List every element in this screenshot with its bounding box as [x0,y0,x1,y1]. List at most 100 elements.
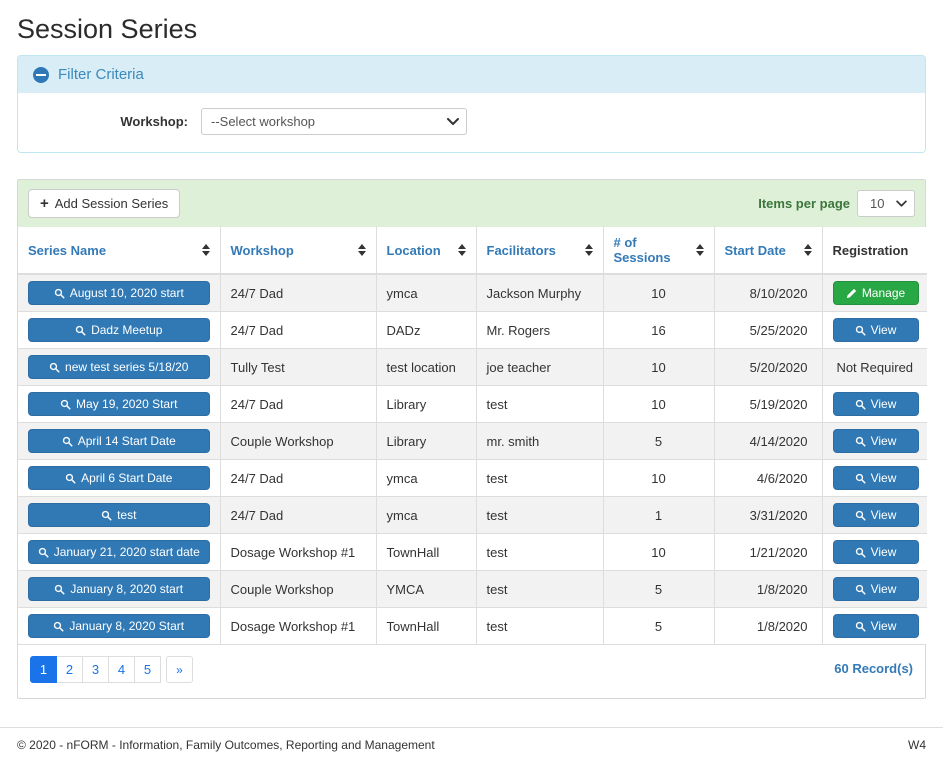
location-cell: ymca [375,459,476,497]
page-title: Session Series [17,14,198,44]
table-row: April 14 Start Date Couple Workshop Libr… [18,422,927,460]
sort-icon[interactable] [357,244,366,256]
sessions-cell: 10 [602,348,714,386]
magnifier-icon [855,621,866,632]
column-header-workshop[interactable]: Workshop [219,227,376,275]
series-name-button[interactable]: August 10, 2020 start [28,281,210,305]
registration-cell: View [821,422,927,460]
sessions-cell: 5 [602,607,714,644]
view-button-label: View [870,471,897,485]
footer: © 2020 - nFORM - Information, Family Out… [0,727,943,772]
view-button[interactable]: View [832,429,919,453]
column-label: Series Name [28,242,107,258]
sort-icon[interactable] [201,244,210,256]
sessions-cell: 16 [602,311,714,349]
magnifier-icon [855,473,866,484]
sort-icon[interactable] [695,244,704,256]
filter-criteria-header[interactable]: Filter Criteria [18,56,925,93]
column-header-facilitators[interactable]: Facilitators [475,227,603,275]
magnifier-icon [65,473,76,484]
minus-circle-icon[interactable] [33,66,49,83]
items-per-page-label: Items per page [758,196,850,211]
view-button[interactable]: View [832,540,919,564]
series-name-button[interactable]: January 8, 2020 start [28,577,210,601]
facilitators-cell: Mr. Rogers [475,311,603,349]
sort-icon[interactable] [584,244,593,256]
start-date-cell: 5/19/2020 [713,385,822,423]
workshop-select[interactable]: --Select workshop [201,108,467,135]
magnifier-icon [855,399,866,410]
sessions-cell: 5 [602,570,714,608]
workshop-cell: 24/7 Dad [219,496,376,534]
add-session-series-button[interactable]: + Add Session Series [28,189,181,218]
sessions-cell: 10 [602,273,714,312]
facilitators-cell: test [475,459,603,497]
series-name-button[interactable]: April 14 Start Date [28,429,210,453]
workshop-select-wrap: --Select workshop [201,108,467,135]
pencil-icon [846,288,857,299]
series-name-button[interactable]: January 21, 2020 start date [28,540,210,564]
page-button[interactable]: 1 [30,656,57,683]
magnifier-icon [54,584,65,595]
items-per-page-select[interactable]: 10 [857,190,915,217]
manage-button-label: Manage [861,286,906,300]
registration-cell: View [821,311,927,349]
registration-text: Not Required [836,359,914,375]
series-name-label: May 19, 2020 Start [76,397,178,411]
view-button[interactable]: View [832,392,919,416]
view-button-label: View [870,508,897,522]
sessions-cell: 1 [602,496,714,534]
column-header-start-date[interactable]: Start Date [713,227,822,275]
location-cell: Library [375,385,476,423]
magnifier-icon [54,288,65,299]
page-button[interactable]: » [166,656,193,683]
magnifier-icon [855,325,866,336]
items-per-page-select-wrap: 10 [857,190,915,217]
view-button[interactable]: View [832,503,919,527]
registration-cell: View [821,459,927,497]
view-button-label: View [870,434,897,448]
series-name-button[interactable]: April 6 Start Date [28,466,210,490]
column-label: Facilitators [486,242,556,258]
page-button[interactable]: 2 [56,656,83,683]
facilitators-cell: test [475,385,603,423]
series-name-button[interactable]: May 19, 2020 Start [28,392,210,416]
view-button-label: View [870,397,897,411]
sort-icon[interactable] [803,244,812,256]
session-series-page: Session Series Filter Criteria Workshop:… [0,14,943,699]
series-name-button[interactable]: new test series 5/18/20 [28,355,210,379]
column-label: Start Date [724,242,786,258]
registration-cell: View [821,570,927,608]
series-name-button[interactable]: test [28,503,210,527]
page-button[interactable]: 5 [134,656,161,683]
sort-icon[interactable] [457,244,466,256]
workshop-cell: 24/7 Dad [219,273,376,312]
magnifier-icon [38,547,49,558]
view-button[interactable]: View [832,466,919,490]
view-button[interactable]: View [832,318,919,342]
view-button[interactable]: View [832,577,919,601]
filter-body: Workshop: --Select workshop [18,93,925,152]
series-name-button[interactable]: January 8, 2020 Start [28,614,210,638]
magnifier-icon [855,584,866,595]
workshop-cell: Couple Workshop [219,570,376,608]
facilitators-cell: mr. smith [475,422,603,460]
location-cell: ymca [375,273,476,312]
items-per-page: Items per page 10 [758,190,915,217]
registration-cell: View [821,385,927,423]
pagination: 1 2 3 4 5 » [30,656,193,683]
facilitators-cell: test [475,533,603,571]
column-header-sessions[interactable]: # of Sessions [602,227,714,275]
facilitators-cell: test [475,607,603,644]
manage-button[interactable]: Manage [832,281,919,305]
page-button[interactable]: 4 [108,656,135,683]
view-button-label: View [870,323,897,337]
location-cell: DADz [375,311,476,349]
series-name-button[interactable]: Dadz Meetup [28,318,210,342]
column-header-series-name[interactable]: Series Name [18,227,220,275]
column-header-location[interactable]: Location [375,227,476,275]
series-name-label: new test series 5/18/20 [65,360,189,374]
view-button-label: View [870,619,897,633]
view-button[interactable]: View [832,614,919,638]
page-button[interactable]: 3 [82,656,109,683]
